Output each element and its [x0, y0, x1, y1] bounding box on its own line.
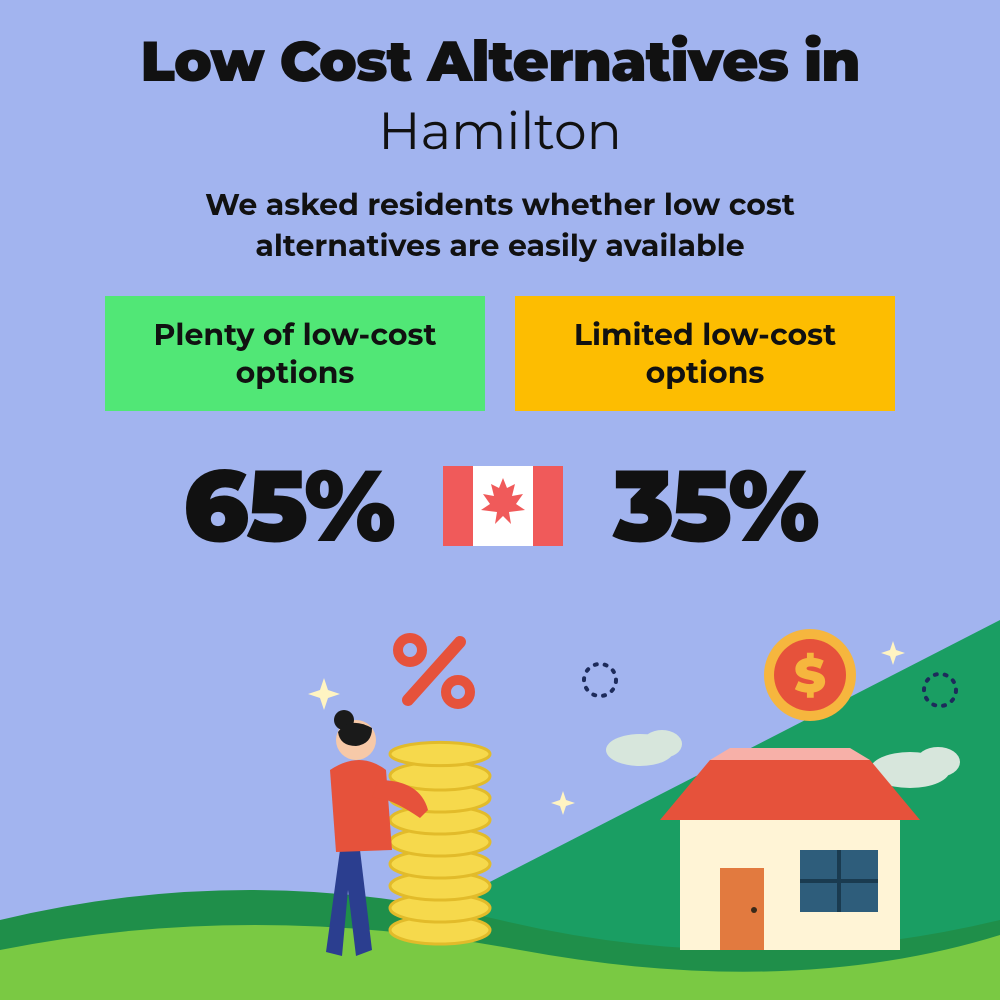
subtitle: We asked residents whether low cost alte…: [120, 185, 880, 266]
svg-text:$: $: [794, 647, 826, 705]
pill-limited-label: Limited low-cost options: [545, 316, 865, 391]
infographic-canvas: Low Cost Alternatives in Hamilton We ask…: [0, 0, 1000, 1000]
stat-plenty: 65%: [183, 445, 393, 567]
percent-icon: [398, 638, 470, 704]
header: Low Cost Alternatives in Hamilton We ask…: [0, 0, 1000, 266]
stats-row: 65% 35%: [0, 445, 1000, 567]
house-icon: [660, 748, 920, 950]
pill-plenty-label: Plenty of low-cost options: [135, 316, 455, 391]
dollar-coin-icon: $: [764, 629, 856, 721]
pill-limited: Limited low-cost options: [515, 296, 895, 411]
stat-limited: 35%: [613, 445, 817, 567]
canada-flag-icon: [443, 466, 563, 546]
illustration: $: [0, 620, 1000, 1000]
title-line2: Hamilton: [0, 100, 1000, 163]
pill-plenty: Plenty of low-cost options: [105, 296, 485, 411]
title-line1: Low Cost Alternatives in: [0, 28, 1000, 96]
coin-stack-icon: [390, 742, 490, 944]
option-pills: Plenty of low-cost options Limited low-c…: [0, 296, 1000, 411]
